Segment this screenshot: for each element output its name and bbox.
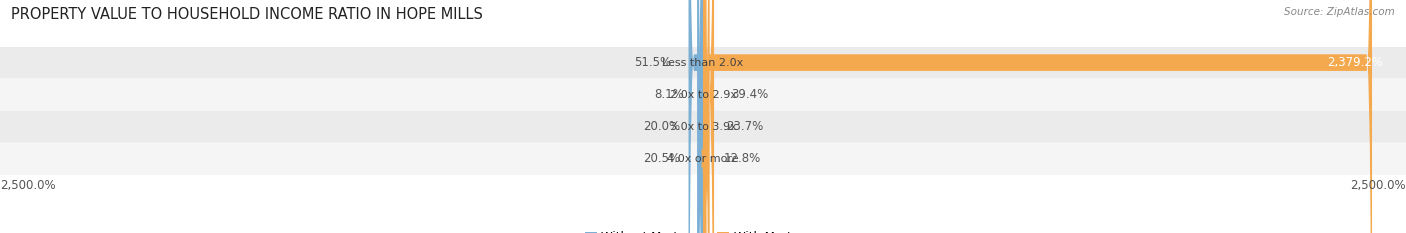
FancyBboxPatch shape [697, 0, 703, 233]
FancyBboxPatch shape [0, 143, 1406, 175]
Text: Less than 2.0x: Less than 2.0x [662, 58, 744, 68]
Text: 51.5%: 51.5% [634, 56, 672, 69]
FancyBboxPatch shape [0, 47, 1406, 79]
FancyBboxPatch shape [703, 0, 714, 233]
Text: 12.8%: 12.8% [724, 152, 761, 165]
Text: 8.1%: 8.1% [654, 88, 683, 101]
FancyBboxPatch shape [689, 0, 703, 233]
Text: PROPERTY VALUE TO HOUSEHOLD INCOME RATIO IN HOPE MILLS: PROPERTY VALUE TO HOUSEHOLD INCOME RATIO… [11, 7, 484, 22]
Text: 3.0x to 3.9x: 3.0x to 3.9x [669, 122, 737, 132]
Text: 2,500.0%: 2,500.0% [0, 178, 56, 192]
FancyBboxPatch shape [703, 0, 1372, 233]
Legend: Without Mortgage, With Mortgage: Without Mortgage, With Mortgage [581, 226, 825, 233]
FancyBboxPatch shape [697, 0, 706, 233]
Text: 39.4%: 39.4% [731, 88, 768, 101]
Text: 2.0x to 2.9x: 2.0x to 2.9x [669, 90, 737, 100]
Text: 20.0%: 20.0% [644, 120, 681, 133]
FancyBboxPatch shape [697, 0, 703, 233]
Text: Source: ZipAtlas.com: Source: ZipAtlas.com [1284, 7, 1395, 17]
Text: 23.7%: 23.7% [727, 120, 763, 133]
FancyBboxPatch shape [702, 0, 709, 233]
FancyBboxPatch shape [0, 111, 1406, 143]
Text: 20.5%: 20.5% [643, 152, 681, 165]
Text: 2,379.2%: 2,379.2% [1327, 56, 1384, 69]
FancyBboxPatch shape [0, 79, 1406, 111]
Text: 4.0x or more: 4.0x or more [668, 154, 738, 164]
Text: 2,500.0%: 2,500.0% [1350, 178, 1406, 192]
FancyBboxPatch shape [703, 0, 710, 233]
